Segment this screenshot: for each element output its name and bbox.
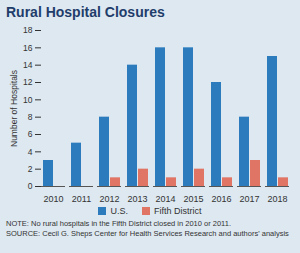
svg-text:2013: 2013	[127, 194, 147, 204]
svg-text:2016: 2016	[211, 194, 231, 204]
svg-text:4: 4	[28, 147, 33, 157]
svg-text:2018: 2018	[267, 194, 287, 204]
svg-text:6: 6	[28, 129, 33, 139]
html-text:Fifth District: Fifth District	[154, 205, 202, 216]
svg-text:2014: 2014	[155, 194, 175, 204]
html-text:NOTE: No rural hospitals in th: NOTE: No rural hospitals in the Fifth Di…	[6, 219, 231, 228]
svg-text:2017: 2017	[239, 194, 259, 204]
svg-text:18: 18	[23, 25, 33, 35]
svg-text:0: 0	[28, 181, 33, 191]
svg-text:2011: 2011	[72, 194, 91, 204]
svg-text:16: 16	[23, 43, 33, 53]
svg-text:10: 10	[23, 95, 33, 105]
svg-text:2012: 2012	[99, 194, 119, 204]
svg-text:8: 8	[28, 112, 33, 122]
svg-text:14: 14	[23, 60, 33, 70]
svg-text:Number of Hospitals: Number of Hospitals	[9, 70, 19, 147]
html-text:Rural Hospital Closures: Rural Hospital Closures	[6, 4, 165, 20]
svg-text:2015: 2015	[183, 194, 203, 204]
svg-text:2010: 2010	[43, 194, 63, 204]
svg-text:12: 12	[23, 77, 33, 87]
html-text:SOURCE: Cecil G. Sheps Center: SOURCE: Cecil G. Sheps Center for Health…	[6, 229, 289, 238]
html-text:U.S.: U.S.	[110, 205, 128, 216]
svg-text:2: 2	[28, 164, 33, 174]
